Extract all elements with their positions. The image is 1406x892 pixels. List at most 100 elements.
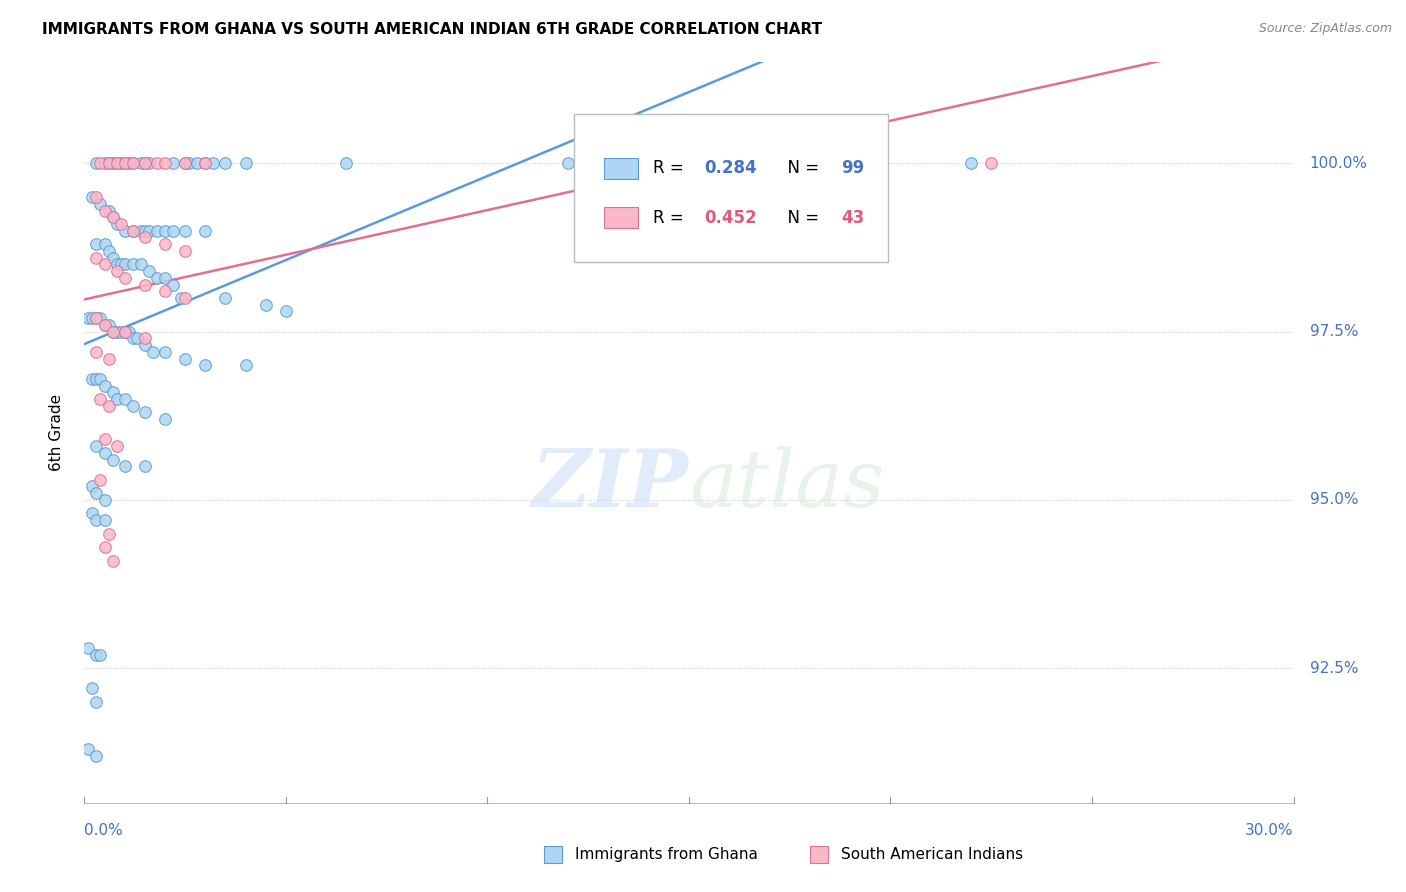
Point <box>121 224 143 238</box>
Point <box>162 224 184 238</box>
Text: 0.0%: 0.0% <box>84 823 124 838</box>
Text: 99: 99 <box>841 160 865 178</box>
Point <box>86 156 108 170</box>
Point <box>86 748 108 763</box>
Point <box>146 156 169 170</box>
Point <box>97 156 120 170</box>
Point <box>82 681 104 696</box>
Point <box>129 224 152 238</box>
Point <box>97 399 120 413</box>
Point <box>82 372 104 386</box>
Point <box>93 378 115 392</box>
Point <box>93 156 115 170</box>
Point <box>121 399 143 413</box>
Point <box>235 156 257 170</box>
Point <box>93 318 115 332</box>
Point <box>138 156 160 170</box>
Point <box>97 351 120 366</box>
Point <box>101 452 124 467</box>
Point <box>118 325 141 339</box>
Point <box>134 331 156 345</box>
Point <box>105 439 128 453</box>
Point <box>86 311 108 326</box>
Point <box>105 257 128 271</box>
Point <box>179 156 201 170</box>
Text: 43: 43 <box>841 209 865 227</box>
Text: South American Indians: South American Indians <box>841 847 1022 863</box>
Point <box>214 291 236 305</box>
Text: 100.0%: 100.0% <box>1309 156 1368 171</box>
Point <box>114 325 136 339</box>
Point <box>186 156 208 170</box>
Point <box>93 203 115 218</box>
Point <box>134 459 156 474</box>
Text: 30.0%: 30.0% <box>1246 823 1294 838</box>
Text: Immigrants from Ghana: Immigrants from Ghana <box>575 847 758 863</box>
Point <box>121 156 143 170</box>
Point <box>118 156 141 170</box>
Point <box>86 237 108 252</box>
Point <box>114 270 136 285</box>
Point <box>138 224 160 238</box>
Point <box>134 156 156 170</box>
Point <box>82 190 104 204</box>
Point <box>86 190 108 204</box>
Point <box>93 257 115 271</box>
Point <box>174 224 197 238</box>
Point <box>153 237 176 252</box>
Point <box>89 473 111 487</box>
Text: R =: R = <box>652 209 689 227</box>
Text: 95.0%: 95.0% <box>1309 492 1358 508</box>
Point <box>82 311 104 326</box>
Point <box>174 244 197 258</box>
Point <box>174 351 197 366</box>
Point <box>97 244 120 258</box>
Point <box>114 156 136 170</box>
Point <box>194 359 217 373</box>
Point <box>110 156 132 170</box>
Point <box>153 412 176 426</box>
Point <box>121 331 143 345</box>
Point <box>105 156 128 170</box>
Text: ZIP: ZIP <box>531 446 689 524</box>
Point <box>77 742 100 756</box>
Point <box>134 338 156 352</box>
Point <box>162 277 184 292</box>
Point <box>97 318 120 332</box>
Point <box>129 257 152 271</box>
Point <box>254 298 277 312</box>
Point <box>105 264 128 278</box>
Point <box>153 224 176 238</box>
Point <box>101 156 124 170</box>
Point <box>97 526 120 541</box>
Point <box>89 311 111 326</box>
Point <box>86 251 108 265</box>
Point <box>146 224 169 238</box>
Text: R =: R = <box>652 160 689 178</box>
Point <box>114 224 136 238</box>
Point <box>89 392 111 406</box>
Point <box>194 156 217 170</box>
Point <box>101 251 124 265</box>
Point <box>134 156 156 170</box>
Text: N =: N = <box>778 160 824 178</box>
FancyBboxPatch shape <box>544 847 562 863</box>
Point <box>105 156 128 170</box>
Point <box>162 156 184 170</box>
Point <box>89 372 111 386</box>
Point <box>576 156 599 170</box>
Y-axis label: 6th Grade: 6th Grade <box>49 394 63 471</box>
Point <box>93 492 115 507</box>
Point <box>114 257 136 271</box>
Point <box>146 270 169 285</box>
Point <box>134 230 156 244</box>
Point <box>134 277 156 292</box>
Point <box>960 156 983 170</box>
Point <box>86 372 108 386</box>
Point <box>101 325 124 339</box>
Point <box>86 311 108 326</box>
FancyBboxPatch shape <box>605 207 638 228</box>
Point <box>97 156 120 170</box>
Point <box>86 344 108 359</box>
Point <box>77 311 100 326</box>
